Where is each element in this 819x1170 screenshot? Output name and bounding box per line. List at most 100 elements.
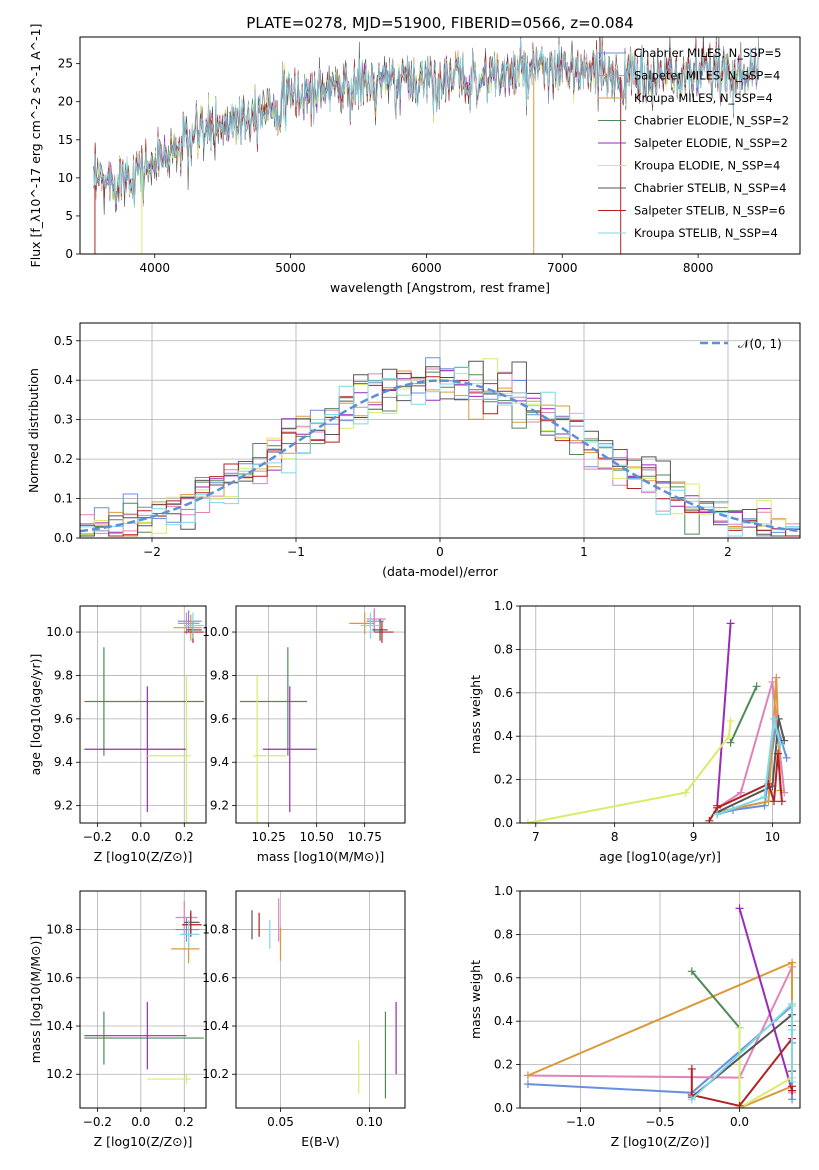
x-tick-label: −0.5 (645, 1115, 674, 1129)
errorbar-salpeter_elodie (262, 686, 317, 813)
axes-frame (79, 890, 207, 1109)
y-tick-label: 0.2 (54, 452, 73, 466)
y-tick-label: 25 (58, 57, 73, 71)
x-tick-label: 0.10 (356, 1115, 383, 1129)
x-tick-label: 0.0 (730, 1115, 749, 1129)
x-axis-label: wavelength [Angstrom, rest frame] (330, 280, 550, 295)
y-tick-label: 10.2 (46, 1067, 73, 1081)
legend-label: Chabrier STELIB, N_SSP=4 (634, 181, 786, 195)
errorbar-salpeter_miles (175, 900, 198, 935)
x-tick-label: 10.50 (299, 830, 333, 844)
axes-frame (519, 890, 801, 1109)
y-axis-label: age [log10(age/yr)] (28, 654, 43, 776)
x-tick-label: 1 (580, 545, 588, 559)
y-tick-label: 9.8 (54, 668, 73, 682)
errorbar-kroupa_stelib (360, 612, 381, 639)
axes-residuals: −2 −1 0 1 2 0.0 0.1 0.2 0.3 0.4 0.5 (data-model)/er… (26, 322, 801, 579)
x-tick-label: 6000 (411, 261, 442, 275)
weight-line-salpeter_elodie (716, 623, 732, 806)
y-tick-label: 10.0 (202, 625, 229, 639)
plot-area (80, 606, 206, 823)
x-tick-label: 2 (724, 545, 732, 559)
axes-mass_vs_Z: −0.2 0.0 0.2 10.2 10.4 10.6 10.8 Z [log10(Z/Z⊙)… (28, 890, 207, 1149)
y-tick-label: 9.2 (210, 799, 229, 813)
x-tick-label: −0.2 (83, 1115, 112, 1129)
legend-label: Salpeter MILES, N_SSP=4 (634, 69, 780, 83)
y-tick-label: 9.4 (54, 755, 73, 769)
axes-frame (519, 605, 801, 824)
x-tick-label: 0 (436, 545, 444, 559)
weight-marker (705, 816, 714, 823)
x-tick-label: 10 (765, 830, 780, 844)
weight-marker (788, 999, 797, 1008)
y-tick-label: 20 (58, 95, 73, 109)
y-axis-label: Normed distribution (26, 368, 41, 493)
legend: 𝒩(0, 1) (700, 337, 782, 351)
x-tick-label: 10.25 (251, 830, 285, 844)
weight-line-chabrier_elodie (729, 685, 758, 744)
weight-marker (735, 1023, 744, 1032)
y-tick-label: 1.0 (494, 599, 513, 613)
x-axis-label: E(B-V) (301, 1134, 340, 1149)
weight-marker (725, 732, 734, 741)
weight-line-kroupa_elodie (527, 720, 732, 823)
y-tick-label: 0.4 (494, 729, 513, 743)
x-axis-label: age [log10(age/yr)] (599, 849, 721, 864)
weight-line-salpeter_elodie (738, 908, 793, 1091)
weight-line-chabrier_stelib (716, 718, 786, 814)
weight-marker (681, 788, 690, 797)
plot-area (80, 891, 206, 1108)
errorbar-salpeter_miles (366, 608, 386, 630)
weight-marker (735, 1101, 744, 1108)
y-tick-label: 10.4 (202, 1019, 229, 1033)
y-tick-label: 5 (65, 209, 73, 223)
y-axis-label: mass [log10(M/M⊙)] (28, 936, 43, 1064)
axes-frame (79, 322, 801, 539)
errorbar-salpeter_elodie (84, 686, 187, 813)
weight-marker (687, 1095, 696, 1104)
axes-frame (235, 605, 406, 824)
y-tick-label: 0.4 (54, 373, 73, 387)
legend-label: 𝒩(0, 1) (738, 337, 782, 351)
legend-label: Salpeter ELODIE, N_SSP=2 (634, 136, 788, 150)
plot-area (236, 606, 405, 823)
legend-label: Chabrier MILES, N_SSP=5 (634, 46, 781, 60)
errorbar-kroupa_elodie (253, 675, 286, 823)
x-tick-label: 0.2 (175, 1115, 194, 1129)
x-tick-label: −1.0 (566, 1115, 595, 1129)
weight-marker (769, 797, 778, 806)
figure-title: PLATE=0278, MJD=51900, FIBERID=0566, z=0… (246, 14, 633, 32)
y-tick-label: 9.4 (210, 755, 229, 769)
errorbar-chabrier_miles (177, 610, 202, 633)
y-tick-label: 15 (58, 133, 73, 147)
weight-marker (726, 738, 735, 747)
plot-area (520, 606, 800, 823)
errorbar-kroupa_elodie (147, 1074, 191, 1084)
x-tick-label: 0.05 (267, 1115, 294, 1129)
errorbar-chabrier_elodie (84, 647, 204, 756)
y-tick-label: 0.0 (494, 1101, 513, 1115)
weight-marker (788, 1025, 797, 1034)
axes-weight_vs_age: 7 8 9 10 0.0 0.2 0.4 0.6 0.8 1.0 age [log10(age/yr… (468, 599, 801, 864)
x-tick-label: −2 (143, 545, 161, 559)
axes-weight_vs_Z: −1.0 −0.5 0.0 0.0 0.2 0.4 0.6 0.8 1.0 Z [log10(Z/… (468, 884, 801, 1149)
weight-line-kroupa_stelib (716, 718, 782, 816)
histogram-salpeter_stelib (80, 372, 800, 537)
weight-marker (780, 736, 789, 745)
errorbar-salpeter_elodie (84, 1001, 187, 1070)
y-tick-label: 0.0 (54, 531, 73, 545)
y-tick-label: 0.6 (494, 971, 513, 985)
x-tick-label: 0.2 (175, 830, 194, 844)
x-axis-label: Z [log10(Z/Z⊙)] (611, 1134, 710, 1149)
axes-frame (235, 890, 406, 1109)
weight-marker (777, 797, 786, 806)
errorbar-salpeter_stelib (184, 621, 204, 643)
legend-label: Chabrier ELODIE, N_SSP=2 (634, 114, 789, 128)
axes-spectrum: 4000 5000 6000 7000 8000 0 5 10 15 20 25 wavelength… (28, 24, 801, 295)
weight-marker (788, 1086, 797, 1095)
weight-marker (523, 819, 532, 823)
x-tick-label: 8000 (683, 261, 714, 275)
y-tick-label: 10.6 (202, 971, 229, 985)
axes-frame (79, 36, 801, 255)
weight-line-salpeter_stelib (708, 753, 783, 822)
